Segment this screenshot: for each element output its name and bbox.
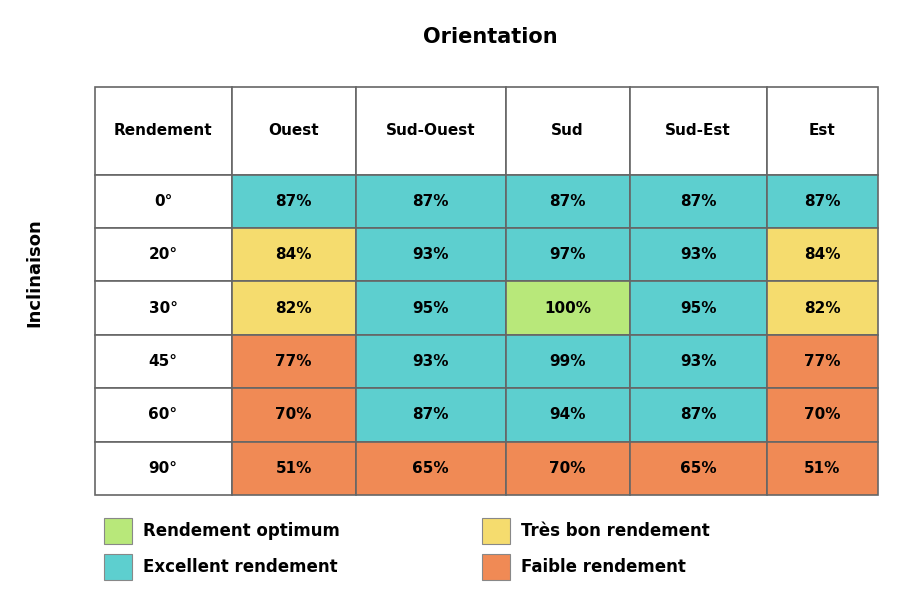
Text: 45°: 45° (148, 354, 177, 369)
Text: 87%: 87% (804, 194, 841, 209)
Text: 70%: 70% (804, 407, 841, 422)
Text: 87%: 87% (680, 407, 716, 422)
Text: 82%: 82% (275, 301, 311, 316)
Text: Rendement optimum: Rendement optimum (143, 522, 340, 540)
Text: 97%: 97% (549, 247, 586, 262)
Text: 87%: 87% (680, 194, 716, 209)
Text: 65%: 65% (680, 461, 716, 476)
Text: Orientation: Orientation (423, 27, 558, 47)
Text: 77%: 77% (275, 354, 311, 369)
Text: 87%: 87% (275, 194, 311, 209)
Text: Très bon rendement: Très bon rendement (521, 522, 710, 540)
Text: 70%: 70% (549, 461, 586, 476)
Text: 87%: 87% (412, 194, 449, 209)
Text: 93%: 93% (412, 247, 449, 262)
Text: Sud-Ouest: Sud-Ouest (386, 124, 475, 139)
Text: 82%: 82% (804, 301, 841, 316)
Text: Rendement: Rendement (113, 124, 212, 139)
Text: 93%: 93% (680, 247, 716, 262)
Text: 65%: 65% (412, 461, 449, 476)
Text: 77%: 77% (804, 354, 841, 369)
Text: 70%: 70% (275, 407, 311, 422)
Text: Ouest: Ouest (268, 124, 319, 139)
Text: Inclinaison: Inclinaison (25, 218, 43, 328)
Text: 20°: 20° (148, 247, 177, 262)
Text: 93%: 93% (680, 354, 716, 369)
Text: 51%: 51% (804, 461, 841, 476)
Text: 93%: 93% (412, 354, 449, 369)
Text: 30°: 30° (148, 301, 177, 316)
Text: Sud: Sud (551, 124, 584, 139)
Text: 87%: 87% (412, 407, 449, 422)
Text: 60°: 60° (148, 407, 177, 422)
Text: 94%: 94% (549, 407, 586, 422)
Text: Est: Est (809, 124, 835, 139)
Text: 95%: 95% (680, 301, 716, 316)
Text: 87%: 87% (549, 194, 586, 209)
Text: 0°: 0° (154, 194, 172, 209)
Text: 99%: 99% (549, 354, 586, 369)
Text: 95%: 95% (412, 301, 449, 316)
Text: Sud-Est: Sud-Est (665, 124, 731, 139)
Text: 84%: 84% (804, 247, 841, 262)
Text: 100%: 100% (544, 301, 591, 316)
Text: 51%: 51% (275, 461, 311, 476)
Text: 84%: 84% (275, 247, 311, 262)
Text: Faible rendement: Faible rendement (521, 558, 686, 576)
Text: Excellent rendement: Excellent rendement (143, 558, 338, 576)
Text: 90°: 90° (148, 461, 177, 476)
